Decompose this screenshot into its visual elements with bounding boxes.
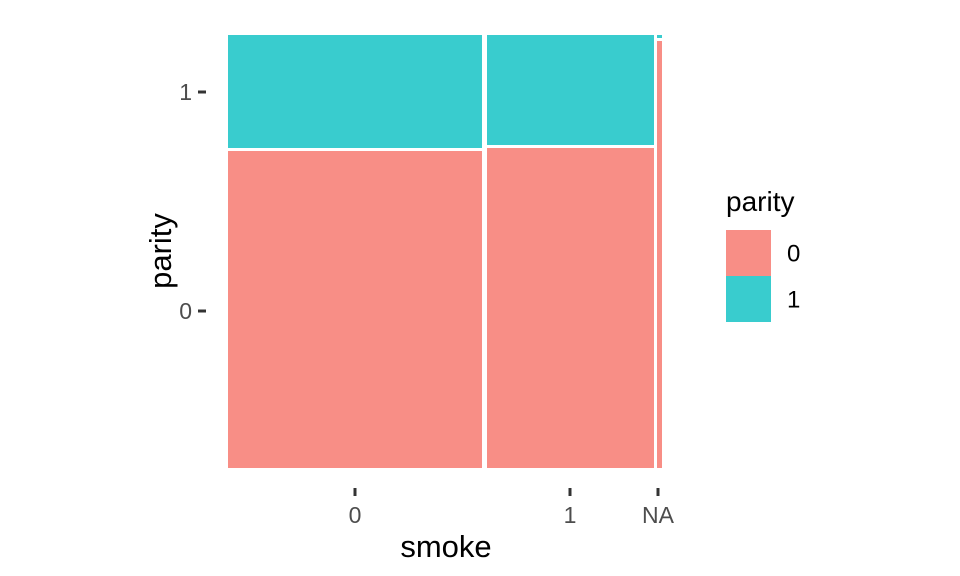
y-axis-title: parity [143, 213, 178, 289]
cell-smoke-0-parity-1 [228, 35, 482, 149]
legend-item-1: 1 [726, 276, 906, 322]
cell-smoke-1-parity-1 [487, 35, 654, 145]
cell-smoke-1-parity-0 [487, 148, 654, 468]
x-tick-mark-0 [353, 488, 357, 496]
x-tick-mark-1 [568, 488, 572, 496]
y-tick-mark-0 [198, 309, 206, 313]
x-tick-label-NA: NA [642, 502, 674, 528]
legend-swatch-1 [726, 276, 771, 322]
legend-label-0: 0 [787, 240, 801, 268]
y-tick-label-0: 0 [179, 298, 192, 324]
x-axis-title: smoke [400, 529, 492, 564]
legend-swatch-0 [726, 230, 771, 276]
cell-smoke-NA-parity-0 [657, 40, 663, 468]
legend-item-0: 0 [726, 230, 906, 276]
x-tick-label-1: 1 [563, 502, 577, 528]
legend-title: parity [726, 186, 795, 217]
y-tick-mark-1 [198, 90, 206, 93]
x-tick-mark-NA [656, 488, 660, 496]
y-tick-label-1: 1 [179, 78, 192, 105]
x-tick-label-0: 0 [348, 502, 362, 528]
legend-label-1: 1 [787, 286, 801, 314]
cell-smoke-NA-parity-1 [657, 35, 663, 38]
cell-smoke-0-parity-0 [228, 151, 482, 468]
